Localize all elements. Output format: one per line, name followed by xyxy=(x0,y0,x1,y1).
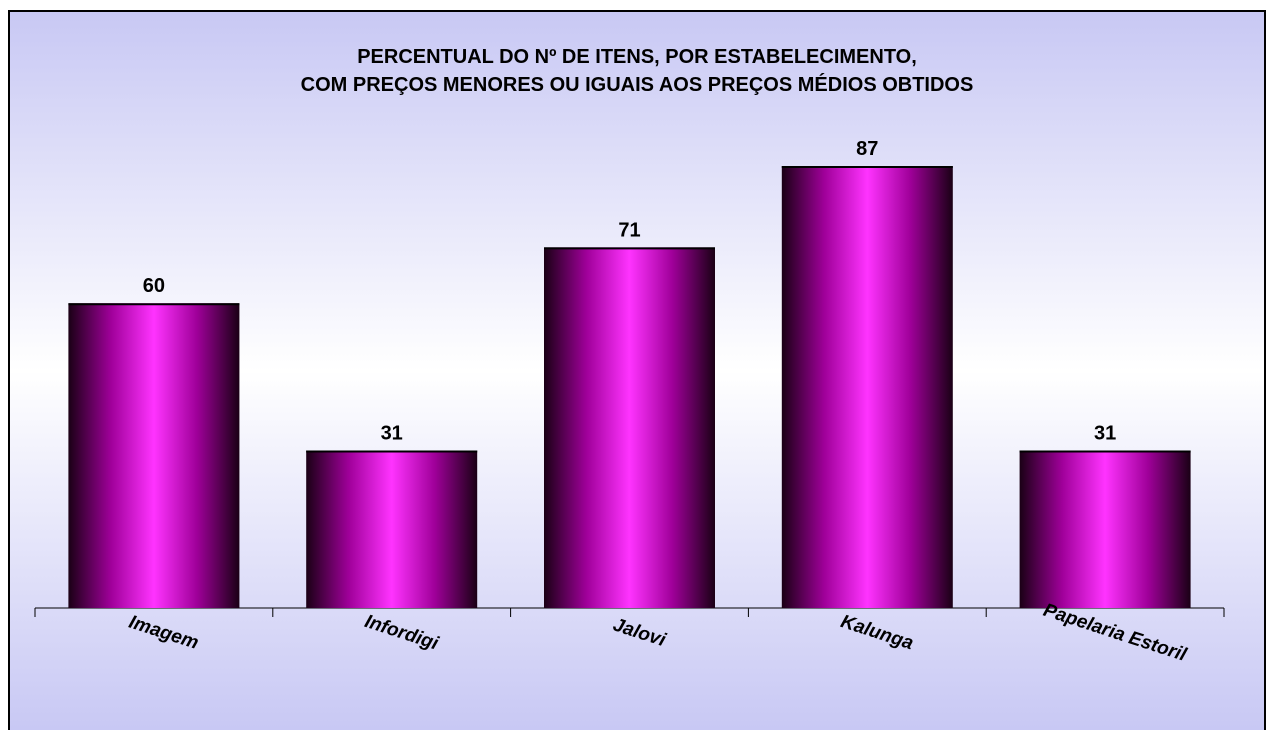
value-label: 31 xyxy=(381,423,403,445)
bars xyxy=(68,166,1191,609)
bar-jalovi xyxy=(544,247,715,608)
bar-kalunga xyxy=(781,166,953,609)
value-labels: 60 31 71 87 31 xyxy=(143,138,1116,444)
bar-imagem xyxy=(68,303,240,608)
chart-frame: PERCENTUAL DO Nº DE ITENS, POR ESTABELEC… xyxy=(8,10,1266,730)
value-label: 31 xyxy=(1094,423,1116,445)
value-label: 71 xyxy=(618,219,640,241)
bar-papelaria-estoril xyxy=(1019,450,1191,608)
value-label: 60 xyxy=(143,275,165,297)
bar-infordigi xyxy=(306,450,478,608)
chart-title-line-2: COM PREÇOS MENORES OU IGUAIS AOS PREÇOS … xyxy=(301,73,974,96)
bar-chart: PERCENTUAL DO Nº DE ITENS, POR ESTABELEC… xyxy=(10,12,1264,730)
value-label: 87 xyxy=(856,138,878,160)
chart-title-line-1: PERCENTUAL DO Nº DE ITENS, POR ESTABELEC… xyxy=(357,46,917,68)
